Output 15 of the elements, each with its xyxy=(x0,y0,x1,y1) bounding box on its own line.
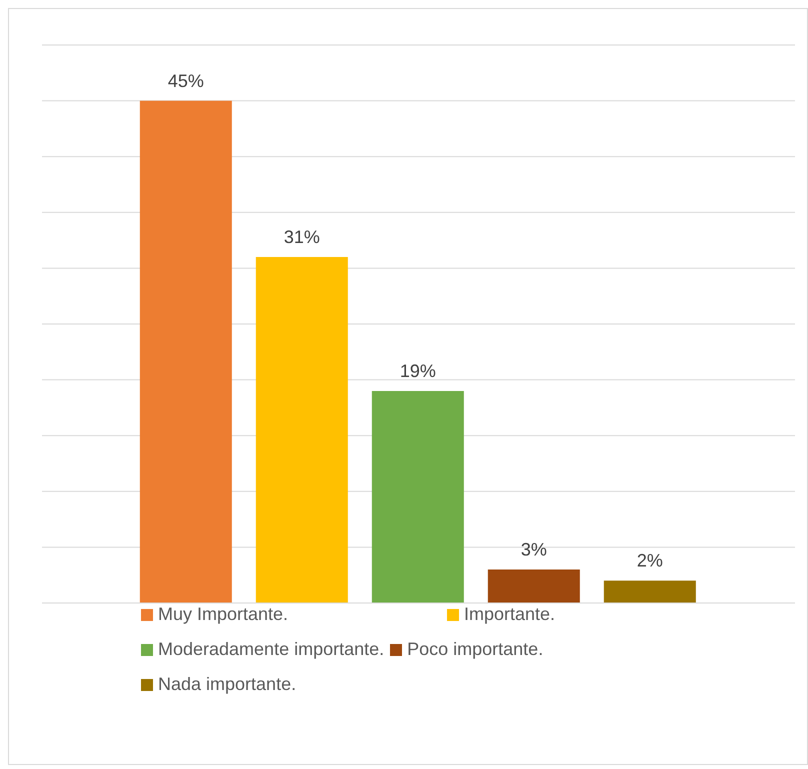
bar xyxy=(372,390,464,603)
legend-label: Poco importante. xyxy=(407,639,544,660)
data-label: 45% xyxy=(168,70,204,91)
bar xyxy=(488,570,580,603)
legend-label: Importante. xyxy=(464,604,556,625)
legend-label: Muy Importante. xyxy=(158,604,288,625)
bar xyxy=(140,100,232,603)
legend-label: Moderadamente importante. xyxy=(158,639,384,660)
data-label: 19% xyxy=(400,360,436,381)
data-label: 2% xyxy=(636,550,663,571)
legend-label: Nada importante. xyxy=(158,674,296,695)
bar xyxy=(256,257,348,603)
bar xyxy=(604,580,696,603)
data-label: 3% xyxy=(520,540,547,560)
data-label: 31% xyxy=(284,227,320,248)
